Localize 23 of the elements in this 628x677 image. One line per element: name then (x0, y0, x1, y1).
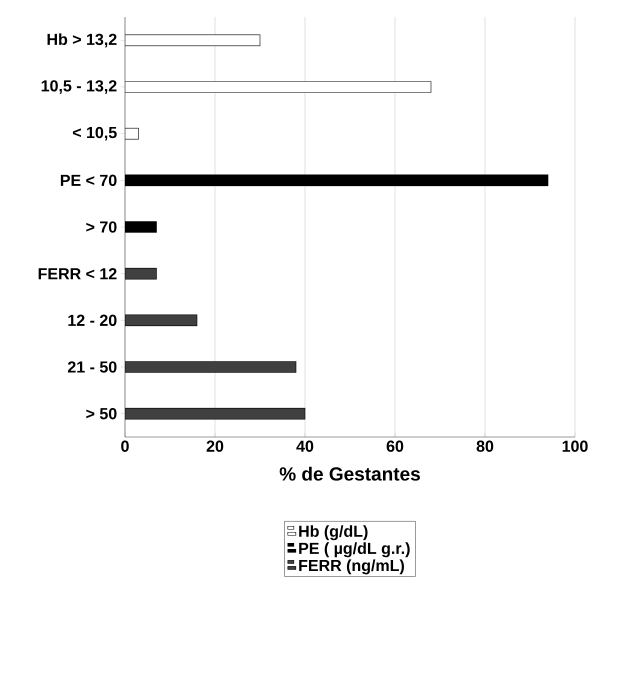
y-tick-label: < 10,5 (72, 126, 117, 140)
legend-label: Hb (g/dL) (299, 525, 368, 540)
legend-label: PE ( µg/dL g.r.) (299, 542, 410, 558)
y-tick-label: Hb > 13,2 (48, 33, 117, 48)
x-tick-label: 80 (476, 440, 494, 452)
y-tick-label: 21 - 50 (68, 361, 117, 373)
x-tick-label: 20 (206, 440, 224, 452)
legend-label: FERR (ng/mL) (299, 559, 404, 574)
y-tick-label: FERR < 12 (38, 268, 117, 280)
bar (124, 361, 296, 373)
x-axis-title: % de Gestantes (280, 466, 420, 481)
x-tick-label: 40 (296, 440, 314, 452)
bar (124, 268, 157, 280)
y-tick-label: > 50 (86, 408, 117, 420)
y-tick-label: PE < 70 (60, 174, 117, 186)
x-tick-label: 100 (562, 440, 588, 452)
y-tick-label: > 70 (86, 221, 117, 233)
bar (124, 408, 306, 420)
bar (124, 314, 198, 326)
x-tick-label: 0 (121, 440, 129, 452)
x-tick-label: 60 (386, 440, 404, 452)
y-tick-label: 12 - 20 (68, 314, 117, 326)
y-tick-label: 10,5 - 13,2 (42, 80, 117, 94)
